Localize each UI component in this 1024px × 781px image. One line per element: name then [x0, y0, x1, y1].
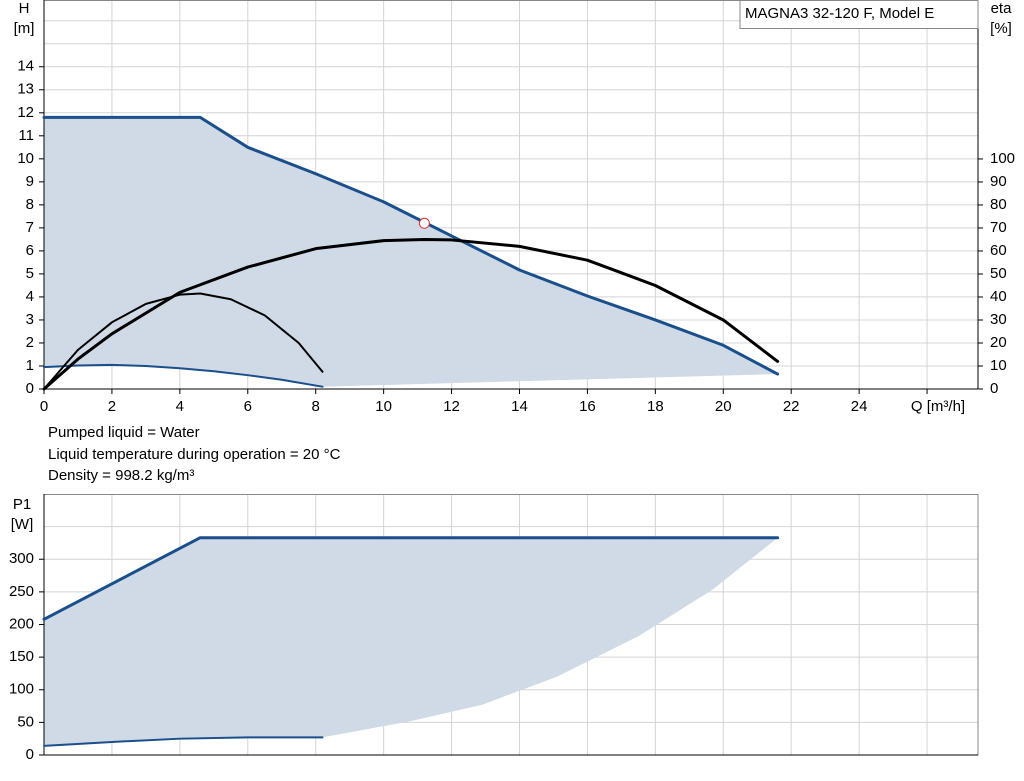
y2-tick-label: 80: [990, 196, 1007, 213]
curve: [42, 237, 780, 391]
y2-tick-label: 90: [990, 173, 1007, 190]
x-tick-label: 2: [108, 398, 116, 415]
x-tick-label: 4: [176, 398, 184, 415]
y2-tick-label: 30: [990, 311, 1007, 328]
y-tick-label: 1: [26, 357, 34, 374]
y2-tick-label: 100: [990, 150, 1015, 167]
operating-area: [44, 117, 778, 387]
annotation: Pumped liquid = Water: [48, 424, 200, 441]
y-tick-label: 6: [26, 242, 34, 259]
y-tick-label: 200: [9, 615, 34, 632]
head-chart: H [m] eta [%] Q [m³/h] Pumped liquid = Water L…: [14, 0, 1015, 484]
x-axis-label: Q [m³/h]: [911, 398, 965, 415]
y-tick-label: 250: [9, 583, 34, 600]
y-tick-label: 9: [26, 173, 34, 190]
y-tick-label: 0: [26, 380, 34, 397]
annotation: Density = 998.2 kg/m³: [48, 467, 194, 484]
x-tick-label: 14: [511, 398, 528, 415]
y2-axis-label: eta: [991, 0, 1013, 17]
x-tick-label: 6: [244, 398, 252, 415]
y-tick-label: 50: [17, 713, 34, 730]
y-tick-label: 0: [26, 746, 34, 763]
y-tick-label: 5: [26, 265, 34, 282]
y-axis-unit: [W]: [11, 516, 34, 533]
y-tick-label: 300: [9, 550, 34, 567]
power-chart: P1 [W] 0 50 100 150 200 250 300: [9, 494, 979, 763]
y2-tick-label: 10: [990, 357, 1007, 374]
x-tick-label: 18: [647, 398, 664, 415]
y-tick-label: 12: [17, 104, 34, 121]
curve: [43, 363, 324, 388]
y2-tick-label: 20: [990, 334, 1007, 351]
operating-area: [44, 537, 778, 746]
y2-tick-label: 70: [990, 219, 1007, 236]
y2-tick-label: 0: [990, 380, 998, 397]
x-tick-label: 10: [375, 398, 392, 415]
y2-tick-label: 50: [990, 265, 1007, 282]
y-tick-label: 14: [17, 58, 34, 75]
y-axis-label: H: [19, 0, 30, 17]
x-tick-label: 8: [312, 398, 320, 415]
y-tick-label: 2: [26, 334, 34, 351]
curve: [43, 736, 324, 747]
y-tick-label: 10: [17, 150, 34, 167]
y-tick-label: 4: [26, 288, 34, 305]
area: [44, 117, 778, 387]
y-tick-label: 13: [17, 81, 34, 98]
x-tick-label: 16: [579, 398, 596, 415]
curve: [42, 115, 780, 376]
y-tick-label: 100: [9, 681, 34, 698]
y2-axis-unit: [%]: [990, 20, 1012, 37]
legend-text: MAGNA3 32-120 F, Model E: [745, 5, 934, 22]
y-tick-label: 8: [26, 196, 34, 213]
area: [44, 537, 778, 746]
x-tick-label: 0: [40, 398, 48, 415]
legend-box: [739, 0, 979, 29]
y-tick-label: 11: [18, 127, 34, 144]
x-tick-label: 24: [851, 398, 868, 415]
x-tick-label: 20: [715, 398, 732, 415]
curve: [43, 292, 324, 390]
y-tick-label: 3: [26, 311, 34, 328]
y2-tick-label: 40: [990, 288, 1007, 305]
y2-tick-label: 60: [990, 242, 1007, 259]
x-tick-label: 22: [783, 398, 800, 415]
y-tick-label: 150: [9, 648, 34, 665]
y-axis-unit: [m]: [14, 20, 35, 37]
y-tick-label: 7: [26, 219, 34, 236]
y-axis-label: P1: [13, 496, 31, 513]
duty-point: [418, 217, 430, 229]
annotation: Liquid temperature during operation = 20…: [48, 446, 341, 463]
x-tick-label: 12: [443, 398, 460, 415]
curve: [42, 536, 780, 621]
